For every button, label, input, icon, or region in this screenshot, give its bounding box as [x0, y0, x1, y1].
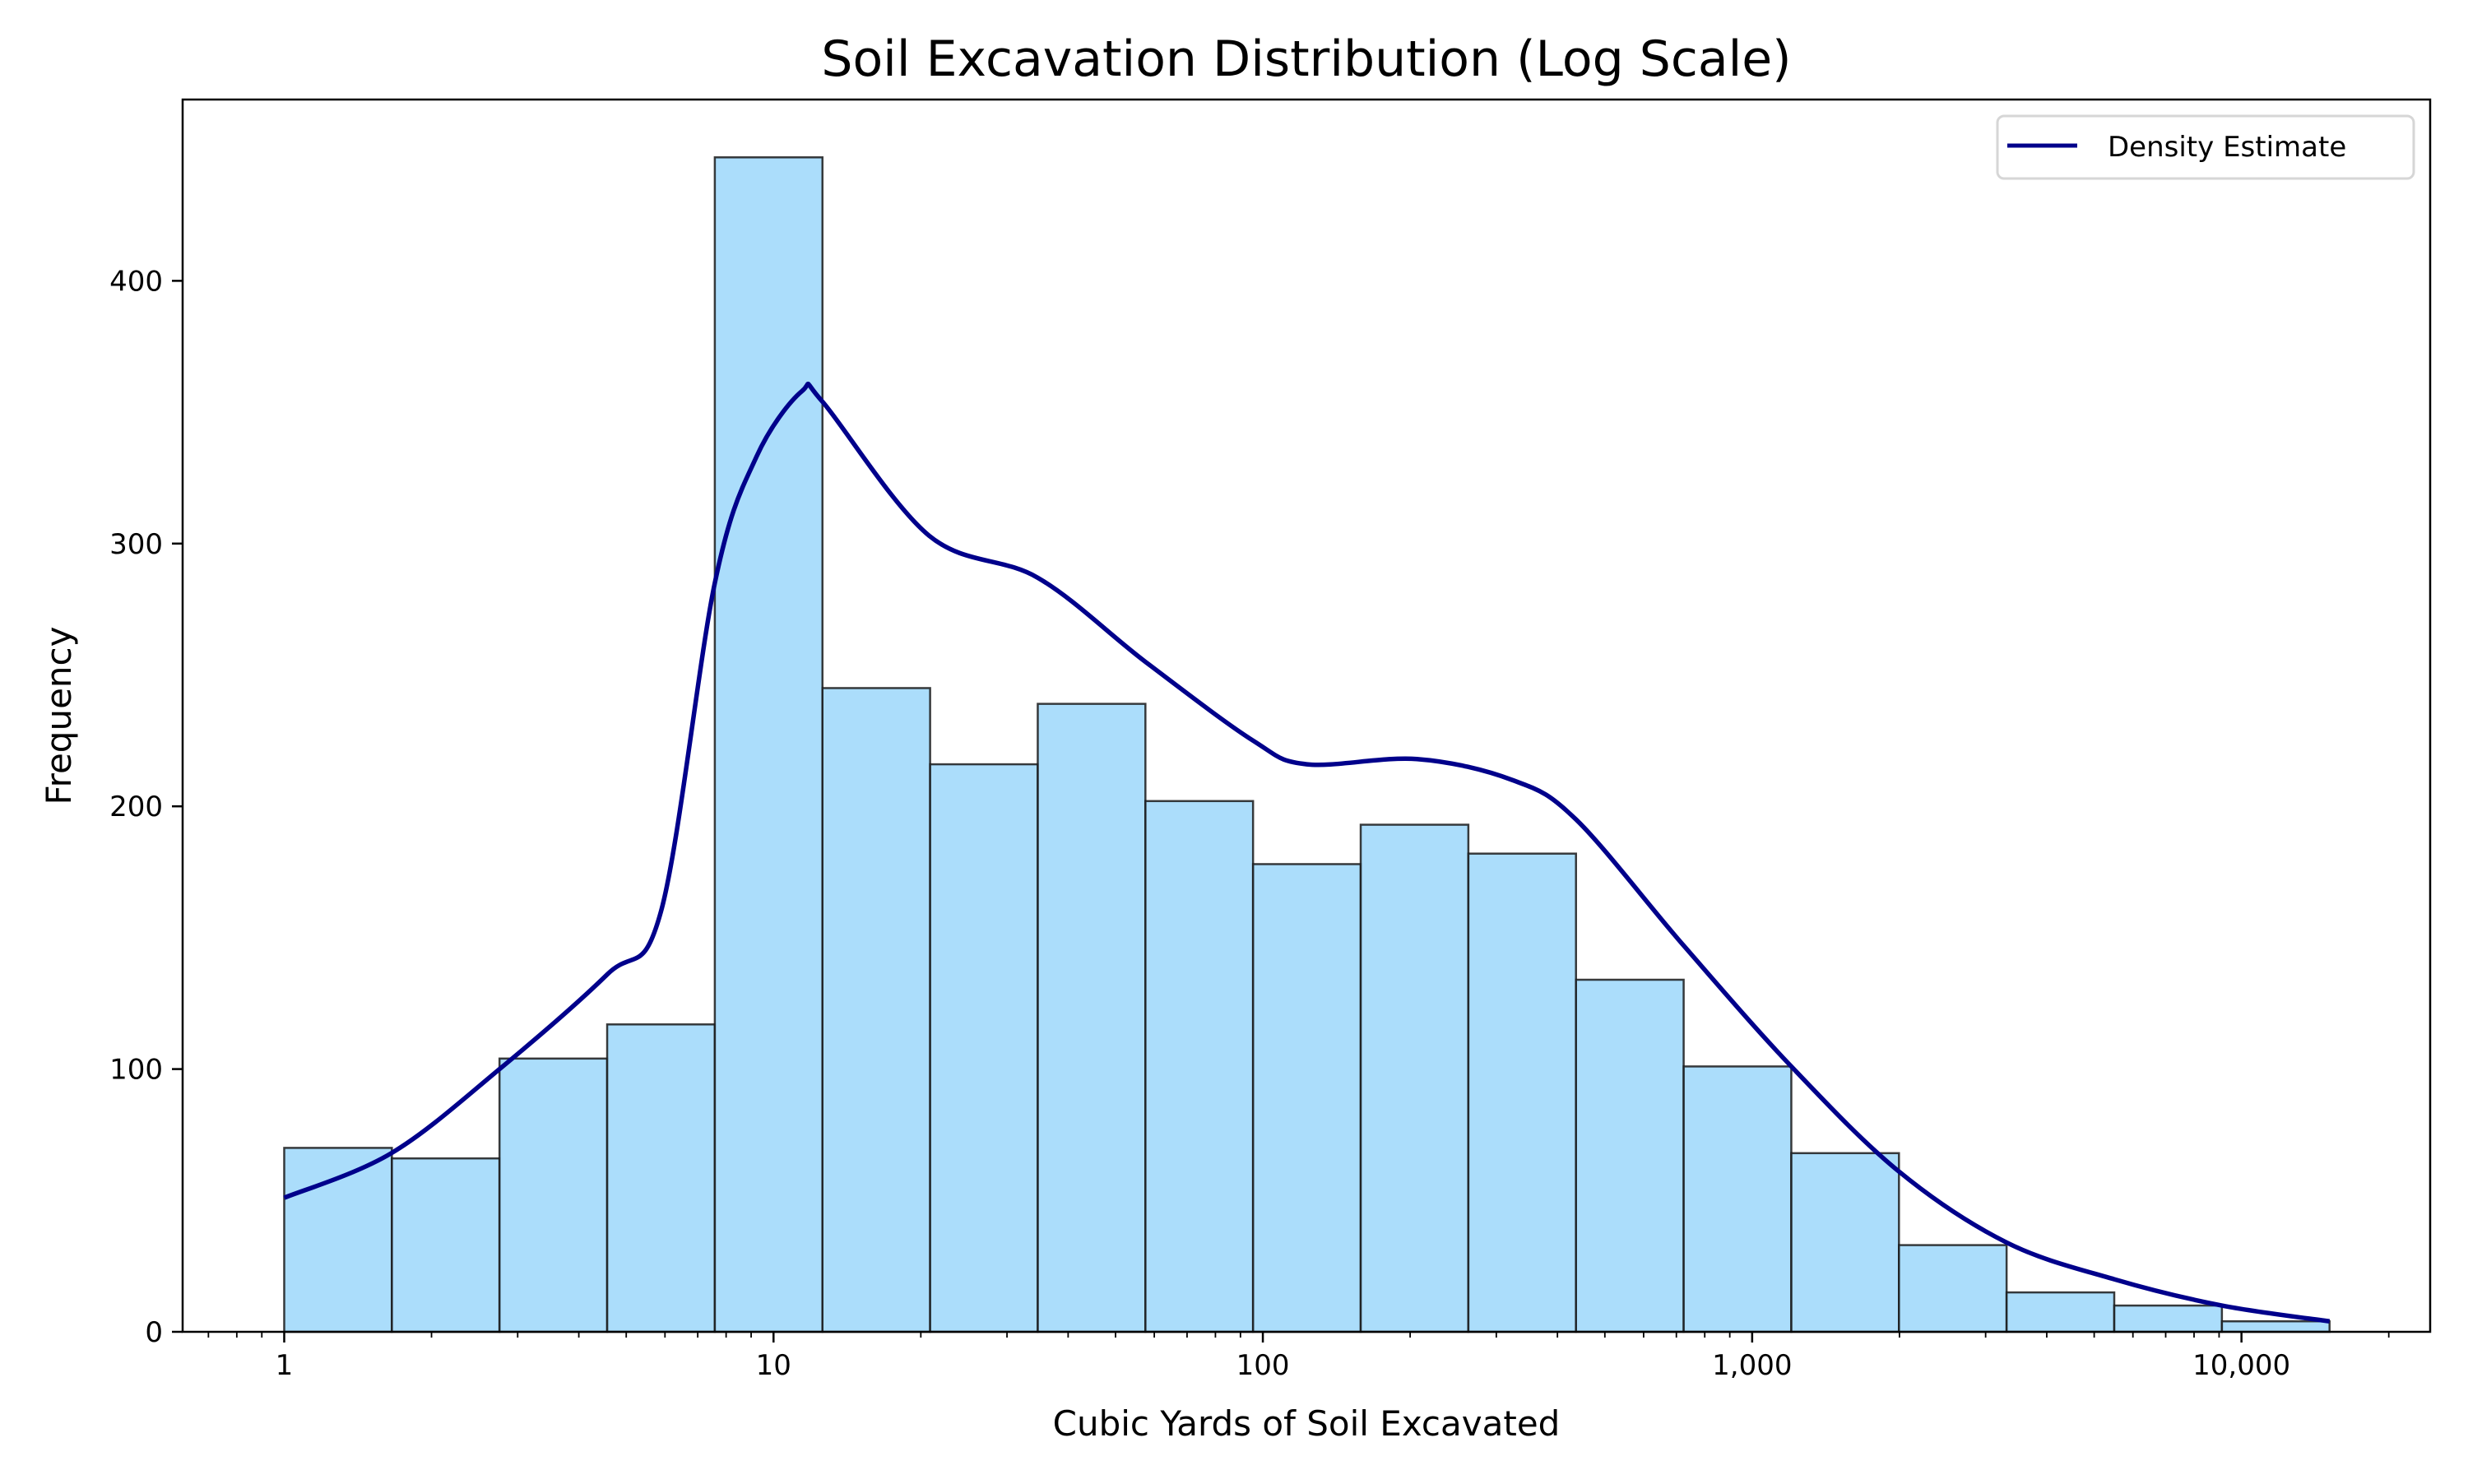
histogram-bar — [1144, 800, 1255, 1333]
histogram-bar — [605, 1023, 717, 1333]
legend-box — [1996, 114, 2415, 180]
density-estimate-line — [283, 381, 2331, 1324]
histogram-bar — [821, 687, 931, 1333]
x-tick-label: 10,000 — [2192, 1349, 2290, 1382]
plot-frame — [181, 98, 2432, 1333]
y-tick-label: 200 — [109, 791, 163, 823]
histogram-bar — [283, 1147, 393, 1333]
x-tick-label: 1,000 — [1712, 1349, 1792, 1382]
y-tick-label: 300 — [109, 528, 163, 561]
histogram-bar — [2220, 1319, 2331, 1333]
histogram-bar — [1251, 863, 1362, 1333]
x-tick-label: 10 — [756, 1349, 791, 1382]
legend: Density Estimate — [1996, 114, 2415, 180]
histogram-bar — [1037, 703, 1147, 1333]
histogram-bar — [1467, 852, 1577, 1333]
x-axis-label: Cubic Yards of Soil Excavated — [1053, 1403, 1561, 1444]
histogram-bar — [929, 763, 1039, 1333]
histogram-bar — [713, 156, 824, 1333]
histogram-bar — [498, 1057, 609, 1333]
chart-title: Soil Excavation Distribution (Log Scale) — [821, 30, 1791, 88]
histogram-bar — [1790, 1152, 1900, 1333]
histogram-bar — [1359, 823, 1470, 1333]
histogram-bar — [2005, 1291, 2116, 1333]
legend-label-density: Density Estimate — [2108, 131, 2346, 164]
histogram-bar — [2113, 1304, 2224, 1333]
histogram-bar — [1682, 1065, 1793, 1333]
x-tick-label: 100 — [1236, 1349, 1290, 1382]
x-tick-label: 1 — [276, 1349, 294, 1382]
histogram-bar — [1575, 978, 1685, 1333]
histogram-bar — [391, 1157, 501, 1333]
histogram-bar — [1898, 1244, 2008, 1333]
y-axis-label: Frequency — [39, 627, 79, 805]
y-tick-label: 0 — [145, 1316, 163, 1349]
y-tick-label: 100 — [109, 1054, 163, 1087]
y-tick-label: 400 — [109, 265, 163, 298]
